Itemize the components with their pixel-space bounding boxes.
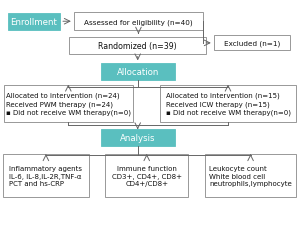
- Text: Allocation: Allocation: [116, 68, 159, 77]
- Text: Leukocyte count
White blood cell
neutrophils,lymphocyte: Leukocyte count White blood cell neutrop…: [209, 165, 292, 187]
- Text: Excluded (n=1): Excluded (n=1): [224, 40, 280, 47]
- FancyBboxPatch shape: [101, 64, 175, 81]
- Text: Allocated to intervention (n=15)
Received ICW therapy (n=15)
▪ Did not receive W: Allocated to intervention (n=15) Receive…: [166, 92, 290, 115]
- Text: Immune function
CD3+, CD4+, CD8+
CD4+/CD8+: Immune function CD3+, CD4+, CD8+ CD4+/CD…: [112, 165, 182, 187]
- FancyBboxPatch shape: [69, 37, 206, 54]
- FancyBboxPatch shape: [160, 85, 296, 123]
- FancyBboxPatch shape: [4, 85, 133, 123]
- FancyBboxPatch shape: [8, 14, 60, 31]
- Text: Assessed for eligibility (n=40): Assessed for eligibility (n=40): [84, 19, 193, 25]
- FancyBboxPatch shape: [205, 154, 296, 197]
- FancyBboxPatch shape: [214, 36, 290, 51]
- FancyBboxPatch shape: [3, 154, 89, 197]
- FancyBboxPatch shape: [105, 154, 188, 197]
- FancyBboxPatch shape: [101, 130, 175, 146]
- Text: Inflammatory agents
IL-6, IL-8,IL-2R,TNF-α
PCT and hs-CRP: Inflammatory agents IL-6, IL-8,IL-2R,TNF…: [9, 165, 82, 187]
- Text: Analysis: Analysis: [120, 134, 155, 143]
- Text: Randomized (n=39): Randomized (n=39): [98, 42, 177, 50]
- FancyBboxPatch shape: [74, 13, 203, 31]
- Text: Enrollment: Enrollment: [11, 18, 57, 27]
- Text: Allocated to intervention (n=24)
Received PWM therapy (n=24)
▪ Did not receive W: Allocated to intervention (n=24) Receive…: [6, 92, 131, 115]
